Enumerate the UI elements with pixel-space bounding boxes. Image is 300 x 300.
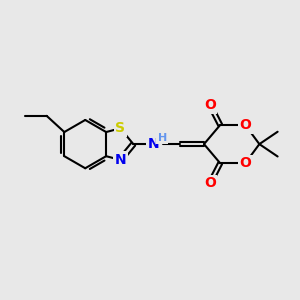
Text: N: N [115,153,126,167]
Text: O: O [239,156,251,170]
Text: N: N [148,137,160,151]
Text: H: H [158,133,167,142]
Text: O: O [204,98,216,112]
Text: O: O [204,176,216,190]
Text: S: S [116,121,125,135]
Text: O: O [239,118,251,132]
